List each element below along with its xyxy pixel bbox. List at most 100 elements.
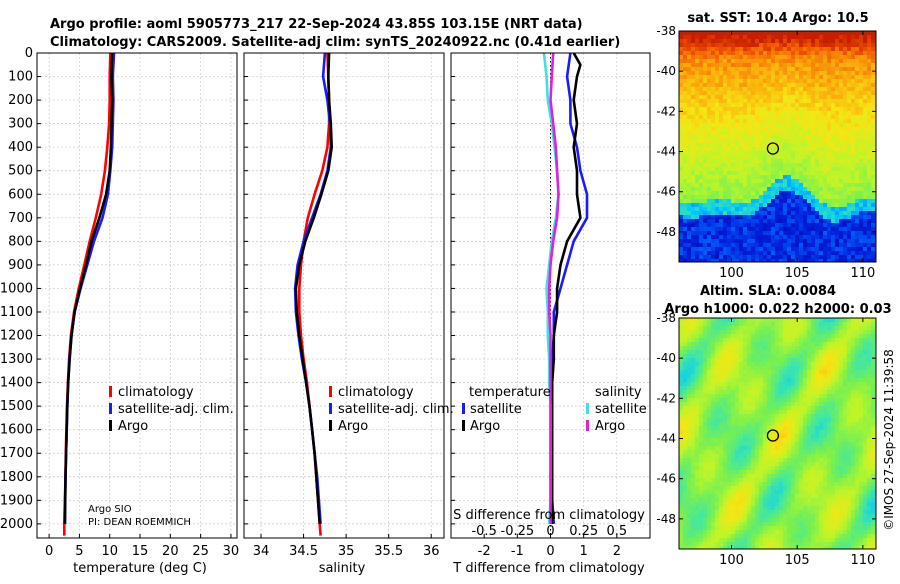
sst-map-cell: [779, 87, 783, 91]
sla-map-cell: [775, 382, 779, 386]
sla-map-cell: [827, 354, 831, 358]
sla-map-cell: [687, 418, 691, 422]
sla-map-cell: [727, 342, 731, 346]
sla-map-cell: [859, 450, 863, 454]
sla-map-cell: [699, 442, 703, 446]
sst-map-cell: [795, 111, 799, 115]
plot-area: [244, 53, 444, 538]
sla-map-cell: [783, 418, 787, 422]
sst-map-cell: [867, 171, 871, 175]
sla-map-cell: [743, 366, 747, 370]
sst-map-cell: [759, 243, 763, 247]
sst-map-cell: [803, 115, 807, 119]
sst-map-cell: [863, 107, 867, 111]
sla-map-cell: [707, 390, 711, 394]
sst-map-cell: [695, 59, 699, 63]
sst-map-cell: [691, 79, 695, 83]
sla-map-cell: [703, 446, 707, 450]
sla-map-cell: [783, 406, 787, 410]
sla-map-cell: [699, 338, 703, 342]
sla-map-cell: [743, 354, 747, 358]
sla-map-cell: [803, 370, 807, 374]
sla-map-cell: [871, 446, 875, 450]
sst-map-cell: [823, 99, 827, 103]
sst-map-cell: [703, 215, 707, 219]
sst-map-cell: [759, 251, 763, 255]
sla-map-cell: [783, 346, 787, 350]
sst-map-cell: [855, 235, 859, 239]
legend-label-t-argo: Argo: [470, 419, 500, 434]
sst-map-cell: [727, 91, 731, 95]
sst-map-cell: [751, 59, 755, 63]
sst-map-cell: [831, 135, 835, 139]
sla-map-cell: [843, 346, 847, 350]
sla-map-cell: [699, 330, 703, 334]
sst-map-cell: [811, 167, 815, 171]
sst-map-cell: [871, 159, 875, 163]
sst-map-cell: [863, 215, 867, 219]
sst-map-cell: [779, 71, 783, 75]
sst-map-cell: [811, 59, 815, 63]
sst-map-cell: [715, 211, 719, 215]
sst-map-cell: [687, 111, 691, 115]
sst-map-cell: [855, 243, 859, 247]
sst-map-cell: [819, 235, 823, 239]
sst-map-cell: [735, 195, 739, 199]
sst-map-cell: [747, 183, 751, 187]
sst-map-cell: [687, 211, 691, 215]
title-line-2: Climatology: CARS2009. Satellite-adj cli…: [50, 35, 620, 50]
sla-map-cell: [803, 382, 807, 386]
sst-map-cell: [759, 227, 763, 231]
sla-map-cell: [799, 342, 803, 346]
sst-map-cell: [683, 259, 687, 263]
sla-map-cell: [787, 422, 791, 426]
sst-map-cell: [755, 115, 759, 119]
sla-map-cell: [815, 406, 819, 410]
sst-map-cell: [731, 187, 735, 191]
sst-map-cell: [795, 99, 799, 103]
sla-map-cell: [727, 322, 731, 326]
sst-map-cell: [843, 239, 847, 243]
sla-map-cell: [787, 326, 791, 330]
sst-map-cell: [855, 211, 859, 215]
sst-map-cell: [843, 211, 847, 215]
sst-map-cell: [859, 131, 863, 135]
sst-map-cell: [807, 231, 811, 235]
sst-map-cell: [831, 199, 835, 203]
sla-map-cell: [731, 438, 735, 442]
sst-map-cell: [771, 31, 775, 35]
sla-map-cell: [831, 406, 835, 410]
sla-map-cell: [695, 458, 699, 462]
sla-map-cell: [827, 430, 831, 434]
sst-map-cell: [835, 91, 839, 95]
sst-map-cell: [731, 195, 735, 199]
sst-map-cell: [851, 155, 855, 159]
sst-map-cell: [815, 31, 819, 35]
sst-map-cell: [751, 171, 755, 175]
sla-map-cell: [763, 446, 767, 450]
sst-map-cell: [723, 223, 727, 227]
sst-map-cell: [723, 147, 727, 151]
sst-map-cell: [763, 143, 767, 147]
sst-map-cell: [803, 199, 807, 203]
sst-map-cell: [847, 247, 851, 251]
sst-map-cell: [867, 123, 871, 127]
legend-title-temperature: temperature: [469, 385, 551, 400]
sst-map-cell: [775, 99, 779, 103]
sst-map-cell: [871, 123, 875, 127]
sst-map-cell: [679, 47, 683, 51]
sla-map-cell: [847, 430, 851, 434]
sla-map-cell: [867, 446, 871, 450]
sla-map-cell: [739, 362, 743, 366]
sst-map-cell: [799, 123, 803, 127]
sla-map-cell: [743, 406, 747, 410]
sla-map-cell: [779, 322, 783, 326]
sst-map-cell: [703, 139, 707, 143]
sla-map-cell: [683, 322, 687, 326]
sla-map-cell: [855, 370, 859, 374]
sst-map-cell: [787, 39, 791, 43]
sla-map-cell: [815, 350, 819, 354]
sst-map-cell: [735, 131, 739, 135]
sst-map-cell: [755, 191, 759, 195]
sst-map-cell: [859, 251, 863, 255]
